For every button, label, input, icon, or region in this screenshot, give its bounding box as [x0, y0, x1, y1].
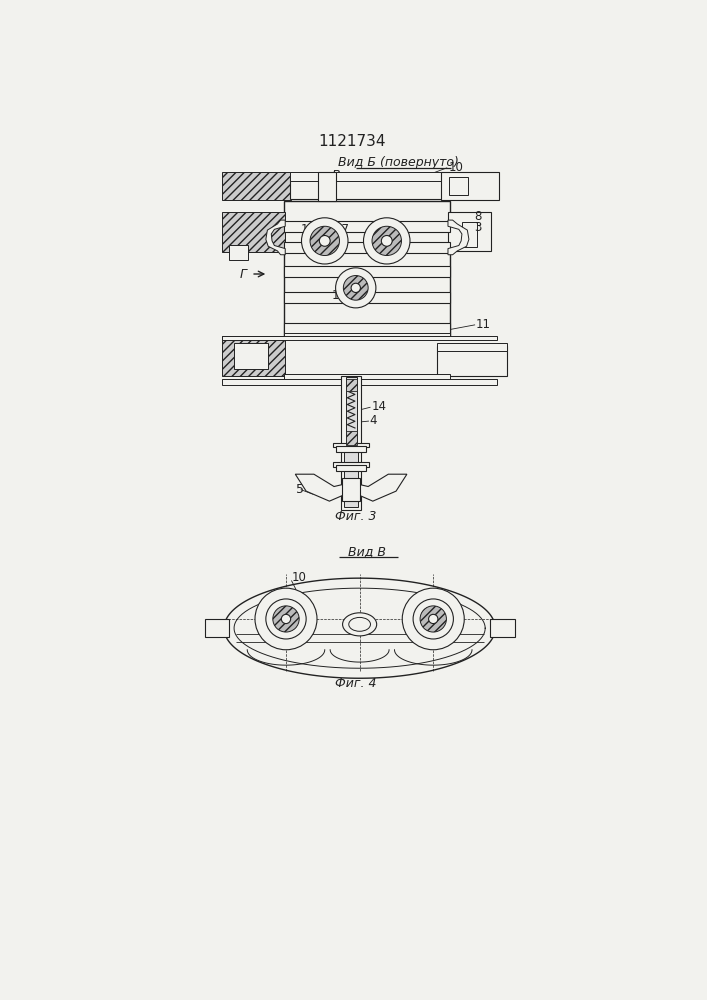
Bar	[284, 333, 450, 337]
Text: 10: 10	[291, 571, 306, 584]
Text: 3: 3	[474, 221, 481, 234]
Text: 15: 15	[332, 289, 346, 302]
Bar	[333, 462, 369, 466]
Bar	[284, 221, 450, 232]
Bar	[441, 172, 499, 200]
Bar	[344, 445, 358, 507]
Bar	[462, 222, 477, 247]
Circle shape	[428, 614, 438, 624]
Bar	[234, 343, 268, 369]
Ellipse shape	[343, 613, 377, 636]
Text: 17: 17	[335, 223, 350, 236]
Circle shape	[420, 606, 446, 632]
Text: Вид В: Вид В	[349, 545, 386, 558]
Text: Г: Г	[240, 267, 247, 280]
Bar	[284, 201, 450, 336]
Circle shape	[372, 226, 402, 256]
Circle shape	[273, 606, 299, 632]
Bar	[230, 245, 248, 260]
Text: 8: 8	[474, 210, 481, 223]
Bar	[222, 336, 285, 376]
Bar	[437, 343, 507, 351]
Text: 16: 16	[300, 223, 316, 236]
Bar	[222, 212, 285, 252]
Bar	[284, 374, 450, 380]
Circle shape	[310, 226, 339, 256]
Bar	[337, 446, 366, 452]
Text: Вид Б (повернуто): Вид Б (повернуто)	[338, 156, 459, 169]
Bar	[204, 619, 230, 637]
Bar	[490, 619, 515, 637]
Bar	[317, 172, 337, 201]
Text: 11: 11	[476, 318, 491, 331]
Bar	[333, 443, 369, 447]
Text: 1121734: 1121734	[318, 134, 385, 149]
Circle shape	[320, 235, 330, 246]
Bar	[341, 478, 361, 501]
Bar	[341, 444, 361, 510]
Circle shape	[402, 588, 464, 650]
Bar	[284, 292, 450, 303]
Ellipse shape	[349, 617, 370, 631]
Circle shape	[381, 235, 392, 246]
Bar	[284, 266, 450, 277]
Text: 14: 14	[371, 400, 386, 413]
Bar	[284, 242, 450, 253]
Circle shape	[336, 268, 376, 308]
Bar	[341, 376, 361, 446]
Circle shape	[413, 599, 453, 639]
Polygon shape	[224, 578, 495, 678]
Polygon shape	[448, 220, 469, 255]
Bar	[222, 172, 291, 200]
Text: Фиг. 4: Фиг. 4	[335, 677, 377, 690]
Text: 10: 10	[449, 161, 464, 174]
Bar	[346, 377, 356, 445]
Bar	[222, 336, 497, 340]
Bar	[448, 212, 491, 251]
Polygon shape	[296, 474, 347, 501]
Bar	[449, 177, 468, 195]
Bar	[437, 346, 507, 376]
Circle shape	[301, 218, 348, 264]
Bar	[284, 323, 450, 336]
Polygon shape	[266, 220, 285, 255]
Bar	[337, 465, 366, 471]
Bar	[222, 379, 497, 385]
Circle shape	[344, 276, 368, 300]
Bar	[346, 431, 356, 445]
Circle shape	[351, 283, 361, 292]
Text: 5: 5	[296, 483, 304, 496]
Polygon shape	[355, 474, 407, 501]
Text: 4: 4	[370, 414, 378, 427]
Bar	[346, 379, 356, 391]
Text: В: В	[332, 169, 340, 182]
Bar	[290, 172, 445, 181]
Circle shape	[255, 588, 317, 650]
Text: Фиг. 3: Фиг. 3	[335, 510, 377, 523]
Circle shape	[281, 614, 291, 624]
Bar	[290, 178, 445, 199]
Circle shape	[363, 218, 410, 264]
Circle shape	[266, 599, 306, 639]
